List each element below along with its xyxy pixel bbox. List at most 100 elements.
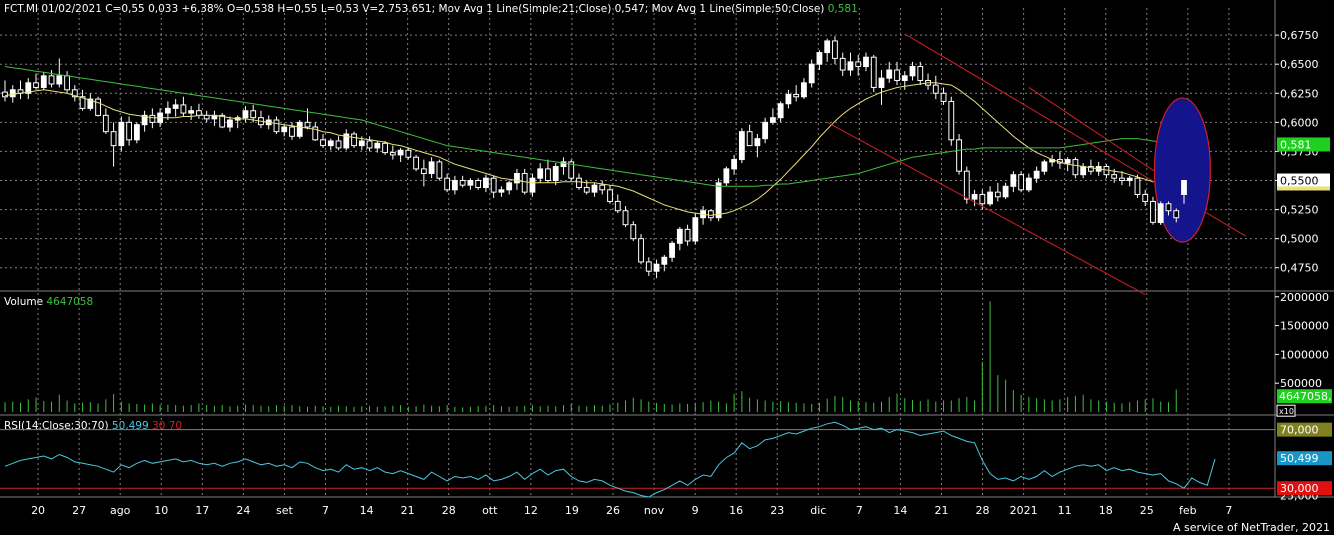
candle-body — [630, 224, 637, 240]
candle-body — [661, 256, 668, 265]
candle-body — [1142, 193, 1149, 202]
candle-body — [335, 140, 342, 149]
candle-body — [118, 121, 125, 147]
candle-body — [785, 93, 792, 105]
candle-body — [1150, 200, 1156, 223]
candle-body — [1018, 174, 1025, 191]
volume-label: Volume — [4, 296, 44, 308]
volume-badge-label: 4647058, — [1279, 390, 1332, 403]
credit-text: A service of NetTrader, 2021 — [1173, 521, 1330, 534]
candle-body — [9, 89, 16, 98]
candle-body — [824, 40, 831, 54]
x-tick-label: 11 — [1058, 504, 1072, 517]
candle-body — [1002, 185, 1009, 198]
candle-body — [994, 191, 1001, 198]
candle-body — [444, 177, 451, 191]
candle-body — [506, 182, 513, 191]
candle-body — [1033, 170, 1040, 179]
candle-body — [692, 217, 699, 242]
candle-body — [614, 200, 621, 212]
candle-body — [1111, 174, 1118, 179]
x-tick-label: 28 — [976, 504, 990, 517]
axes: 20 27 ago 10 17 24 set 7 14 21 28 ott 12 19 26 nov 9 16 23… — [31, 29, 1332, 517]
candle-body — [289, 126, 295, 137]
candle-body — [358, 140, 365, 147]
ma50-line — [4, 66, 1177, 187]
candle-body — [343, 133, 350, 149]
candle-body — [754, 138, 761, 147]
y-tick-label: 0,5250 — [1280, 204, 1319, 217]
rsi-badge — [1277, 451, 1332, 466]
candle-body — [33, 82, 39, 88]
x-tick-label: 28 — [442, 504, 456, 517]
candle-body — [95, 98, 101, 116]
candle-body — [723, 168, 730, 184]
x-tick-label: 12 — [524, 504, 538, 517]
candle-body — [1134, 177, 1141, 195]
rsi-badge — [1277, 422, 1332, 437]
x-tick-label: 16 — [729, 504, 743, 517]
multiplier-box — [1276, 404, 1296, 417]
candle-body — [863, 56, 869, 68]
candle-body — [273, 119, 280, 133]
candle-body — [560, 161, 567, 168]
candle-body — [56, 75, 63, 85]
candle-body — [1165, 203, 1172, 212]
candle-body — [1010, 174, 1017, 187]
x-tick-label: 21 — [401, 504, 415, 517]
volume-badge — [1277, 389, 1332, 404]
x-tick-label: 26 — [606, 504, 620, 517]
x-tick-label: 7 — [856, 504, 863, 517]
candle-body — [738, 131, 745, 161]
rsi-line — [4, 421, 1216, 498]
candle-body — [366, 140, 373, 149]
volume-tick-label: 1500000 — [1280, 320, 1329, 333]
y-tick-label: 0,6750 — [1280, 29, 1319, 42]
ma21-line — [4, 82, 1192, 216]
candle-body — [769, 117, 776, 123]
candle-body — [126, 121, 133, 141]
candle-body — [227, 119, 233, 128]
candle-body — [684, 228, 691, 242]
x-tick-label: 19 — [565, 504, 579, 517]
candle-body — [808, 63, 815, 84]
candle-body — [1064, 159, 1071, 164]
x-tick-label: 7 — [1225, 504, 1232, 517]
rsi-label: RSI(14;Close;30;70) — [4, 420, 109, 432]
candle-body — [149, 114, 156, 123]
candle-body — [963, 170, 970, 200]
candle-body — [894, 69, 900, 81]
x-tick-label: feb — [1179, 504, 1197, 517]
candle-body — [801, 82, 807, 98]
candle-body — [839, 57, 846, 71]
candle-body — [180, 104, 187, 114]
volume-tick-label: 500000 — [1280, 377, 1322, 390]
grid-lines — [0, 0, 1334, 498]
candle-body — [676, 228, 683, 244]
candle-body — [669, 242, 675, 258]
candle-body — [48, 75, 55, 85]
volume-value: 4647058 — [46, 296, 94, 308]
x-tick-label: ago — [110, 504, 131, 517]
candle-body — [832, 40, 838, 59]
header-prefix: FCT.MI 01/02/2021 C=0,55 0,033 +6,38% O=… — [4, 3, 825, 15]
x-tick-label: set — [276, 504, 293, 517]
candle-body — [498, 189, 505, 193]
candle-body — [1181, 180, 1187, 195]
last-price-label: 0,5500 — [1280, 175, 1319, 188]
candle-body — [979, 193, 986, 205]
candle-body — [196, 110, 202, 116]
candle-body — [1119, 177, 1125, 182]
ma21-badge — [1277, 186, 1330, 191]
y-tick-label: 0,6250 — [1280, 87, 1319, 100]
candle-body — [389, 152, 396, 156]
x-tick-label: 14 — [360, 504, 374, 517]
x-tick-label: 20 — [31, 504, 45, 517]
rsi-badge-label: 70,000 — [1280, 424, 1319, 437]
candle-body — [1041, 161, 1048, 172]
y-tick-label: 0,6500 — [1280, 58, 1319, 71]
candle-body — [1088, 166, 1094, 172]
y-tick-label: 0,5000 — [1280, 233, 1319, 246]
candle-body — [886, 69, 893, 79]
candle-body — [1126, 177, 1133, 182]
